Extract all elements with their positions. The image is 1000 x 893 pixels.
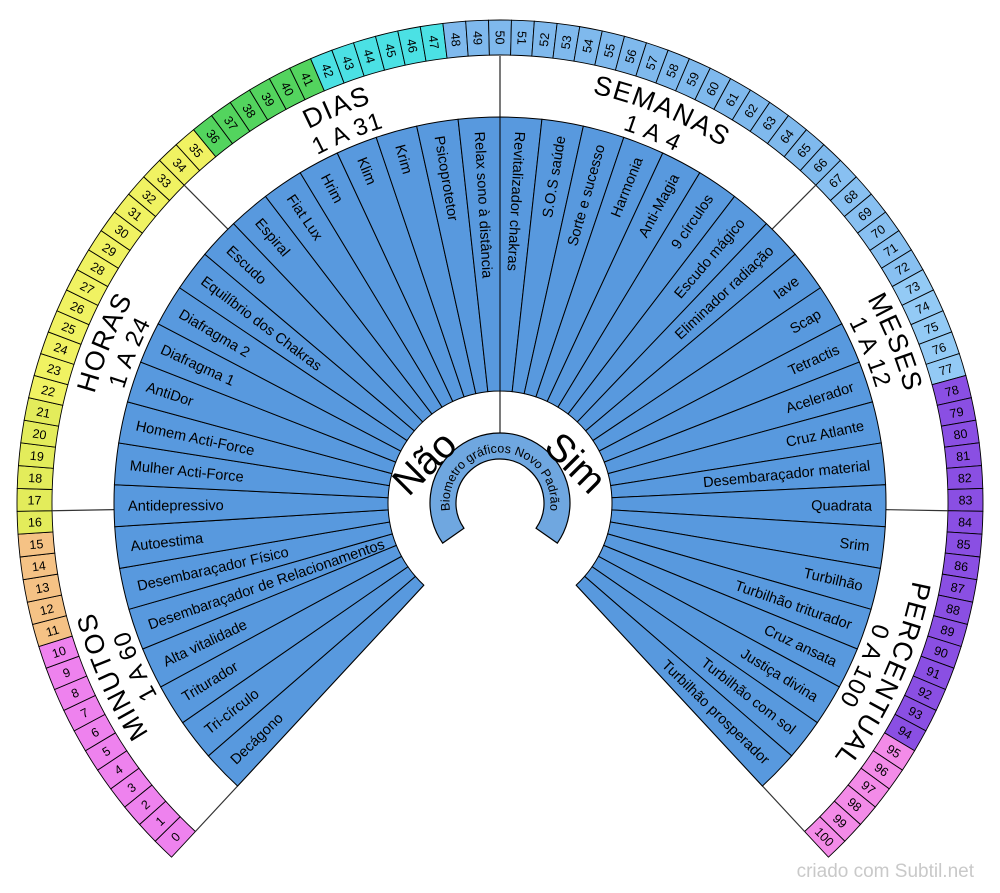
scale-cell-number: 21	[35, 405, 51, 421]
scale-cell-number: 44	[360, 48, 377, 65]
fan-sector-label: Srim	[839, 536, 871, 555]
scale-ring: 0123456789101112131415161718192021222324…	[16, 19, 984, 858]
scale-cell-number: 10	[50, 643, 68, 661]
section-divider-line	[885, 509, 948, 512]
scale-cell-number: 59	[684, 70, 703, 88]
credit-text: criado com Subtil.net	[797, 861, 975, 882]
scale-cell-number: 85	[956, 537, 971, 552]
scale-cell-number: 45	[382, 42, 399, 59]
scale-cell-number: 63	[760, 114, 779, 133]
scale-cell-number: 25	[59, 319, 77, 337]
scale-cell-number: 40	[278, 80, 297, 99]
scale-cell-number: 27	[78, 279, 97, 298]
fan-sector-label: Relax sono à distância	[471, 131, 495, 279]
scale-cell-number: 50	[493, 31, 507, 45]
scale-cell-number: 53	[559, 34, 575, 50]
scale-cell-number: 93	[906, 704, 925, 723]
scale-cell-number: 19	[29, 449, 44, 464]
scale-cell-number: 96	[872, 760, 891, 779]
scale-cell-number: 82	[958, 471, 973, 486]
fan-sector-label: Krim	[391, 143, 414, 176]
scale-cell-number: 51	[514, 31, 529, 46]
scale-cell-number: 71	[881, 240, 900, 259]
scale-cell-number: 89	[939, 623, 956, 640]
scale-cell-number: 83	[959, 493, 973, 507]
scale-cell-number: 78	[943, 383, 960, 400]
scale-cell-number: 73	[904, 279, 923, 298]
scale-cell-number: 22	[40, 383, 57, 400]
scale-cell-number: 23	[45, 361, 62, 378]
scale-cell-number: 90	[932, 643, 950, 661]
scale-cell-number: 28	[88, 259, 107, 278]
scale-cell-number: 88	[945, 601, 962, 618]
scale-cell-number: 43	[339, 54, 357, 72]
scale-cell-number: 86	[953, 559, 969, 575]
scale-cell-number: 16	[28, 515, 43, 530]
scale-cell-number: 92	[916, 684, 934, 702]
scale-cell-number: 11	[44, 623, 60, 640]
scale-cell-number: 41	[298, 70, 317, 88]
scale-cell-number: 38	[239, 101, 258, 120]
scale-cell-number: 9	[61, 665, 73, 681]
scale-cell-number: 20	[32, 427, 48, 443]
scale-cell-100	[803, 816, 846, 858]
scale-cell-number: 81	[956, 449, 971, 464]
scale-cell-number: 14	[31, 559, 47, 575]
scale-cell-number: 57	[643, 54, 661, 72]
fan-sector-label: Antidepressivo	[128, 498, 224, 515]
scale-cell-number: 77	[937, 361, 954, 378]
fan-sector-label: Revitalizador chakras	[504, 131, 528, 271]
scale-cell-number: 97	[858, 778, 878, 798]
scale-cell-number: 55	[601, 42, 618, 59]
scale-cell-number: 70	[869, 222, 888, 242]
scale-cell-number: 54	[580, 38, 596, 54]
scale-cell-number: 75	[922, 319, 940, 337]
scale-cell-number: 31	[125, 204, 145, 224]
scale-cell-number: 46	[404, 38, 420, 54]
scale-cell-number: 69	[855, 204, 875, 224]
scale-cell-number: 36	[203, 127, 223, 147]
hub-ring	[429, 432, 571, 544]
scale-cell-number: 62	[741, 101, 760, 120]
scale-cell-number: 64	[777, 127, 797, 147]
scale-cell-number: 56	[622, 48, 639, 65]
scale-cell-number: 74	[913, 299, 932, 318]
scale-cell-number: 49	[470, 31, 485, 46]
scale-cell-number: 95	[884, 742, 903, 761]
scale-cell-number: 24	[52, 340, 70, 358]
scale-cell-number: 18	[28, 471, 43, 486]
scale-cell-number: 52	[537, 32, 552, 47]
scale-cell-number: 80	[953, 427, 969, 443]
section-divider-line	[52, 509, 115, 512]
scale-cell-number: 39	[258, 90, 277, 109]
scale-cell-number: 61	[723, 90, 742, 109]
scale-cell-number: 29	[99, 240, 118, 259]
scale-cell-number: 47	[426, 34, 442, 50]
scale-cell-number: 26	[68, 299, 87, 318]
scale-cell-number: 13	[34, 580, 50, 596]
scale-cell-number: 30	[112, 222, 131, 242]
scale-cell-number: 60	[704, 80, 723, 99]
scale-cell-number: 37	[221, 114, 240, 133]
fan-sector-label: Quadrata	[811, 498, 873, 514]
scale-cell-number: 17	[27, 493, 41, 507]
scale-cell-number: 76	[930, 340, 948, 358]
scale-cell-number: 79	[949, 405, 965, 421]
scale-cell-number: 84	[958, 515, 973, 530]
scale-cell-number: 94	[895, 723, 914, 742]
section-divider-line	[183, 184, 229, 230]
scale-cell-number: 48	[448, 32, 463, 47]
scale-cell-number: 42	[318, 62, 336, 80]
scale-cell-number: 72	[893, 259, 912, 278]
section-divider-line	[771, 184, 817, 230]
scale-cell-number: 15	[29, 537, 44, 552]
scale-cell-number: 12	[39, 601, 56, 618]
scale-cell-number: 87	[949, 580, 965, 596]
scale-cell-number: 58	[664, 62, 682, 80]
fan-sector	[575, 575, 793, 787]
scale-cell-number: 91	[924, 664, 942, 682]
